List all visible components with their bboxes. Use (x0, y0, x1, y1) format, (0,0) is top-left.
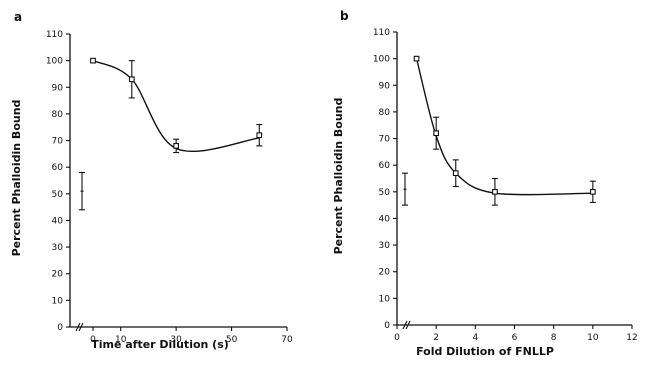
panel-a-x-tick-label: 50 (226, 335, 238, 345)
panel-a-curve (92, 59, 260, 153)
panel-a-y-tick-label: 70 (52, 137, 64, 147)
panel-a-y-tick-label: 10 (52, 296, 64, 306)
panel-b-x-tick-label: 12 (626, 333, 637, 343)
panel-a-label: a (14, 10, 22, 24)
panel-a-plot: 0 10 20 30 40 50 60 70 80 90 100 110 0 10 30 50 70 (46, 30, 293, 345)
panel-b-curve (415, 58, 593, 196)
panel-a-axis-break (78, 322, 84, 332)
panel-a-x-tick-label: 30 (170, 335, 182, 345)
panel-a-axis-break (75, 322, 81, 332)
panel-b-xlabel: Fold Dilution of FNLLP (416, 345, 554, 358)
panel-a-xlabel: Time after Dilution (s) (91, 338, 229, 351)
panel-b-data-point (433, 130, 440, 137)
panel-a-y-tick-label: 50 (52, 190, 64, 200)
panel-b-y-tick-label: 0 (384, 321, 390, 331)
panel-b-y-tick-label: 60 (379, 161, 391, 171)
panel-b-x-tick-label: 6 (512, 333, 518, 343)
panel-a-data-point (173, 143, 179, 149)
panel-b-y-tick-label: 50 (379, 188, 391, 198)
panel-b-x-tick-label: 4 (472, 333, 478, 343)
panel-b-x-tick-label: 2 (433, 333, 439, 343)
panel-b-data-point (589, 188, 596, 195)
panel-a-x-tick-label: 10 (115, 335, 127, 345)
panel-b-y-tick-label: 30 (379, 241, 391, 251)
panel-b-ylabel: Percent Phalloidin Bound (332, 98, 345, 255)
panel-b-label: b (340, 9, 349, 23)
panel-a-ylabel: Percent Phalloidin Bound (10, 100, 23, 257)
panel-b-y-tick-label: 100 (373, 55, 390, 65)
panel-b-y-tick-label: 80 (379, 108, 391, 118)
panel-a-y-tick-label: 0 (57, 323, 63, 333)
panel-b-y-tick-label: 110 (373, 28, 390, 38)
panel-b-data-point (413, 55, 420, 62)
panel-b-y-tick-label: 90 (379, 81, 391, 91)
panel-a-data-point (128, 76, 135, 83)
panel-a-y-tick-label: 100 (46, 57, 63, 67)
panel-a-x-tick-label: 70 (281, 335, 293, 345)
panel-b-axis-break (405, 320, 411, 330)
panel-a-x-tick-label: 0 (90, 335, 96, 345)
panel-a-y-tick-label: 60 (52, 163, 64, 173)
panel-b-x-tick-label: 8 (551, 333, 557, 343)
panel-b-y-tick-label: 70 (379, 135, 391, 145)
panel-b-x-tick-label: 0 (394, 333, 400, 343)
panel-a-y-tick-label: 20 (52, 270, 64, 280)
panel-a-y-tick-label: 80 (52, 110, 64, 120)
panel-a-y-tick-label: 90 (52, 83, 64, 93)
panel-a-y-tick-label: 40 (52, 216, 64, 226)
panel-a-data-point (90, 57, 96, 64)
panel-b-data-point (452, 170, 459, 177)
panel-a-y-tick-label: 30 (52, 243, 64, 253)
panel-a-data-point (256, 132, 263, 139)
panel-b-data-point (492, 188, 498, 195)
panel-b-axis-break (402, 320, 408, 330)
panel-b-y-tick-label: 40 (379, 214, 391, 224)
panel-b-plot: 0 10 20 30 40 50 60 70 80 90 100 110 0 2 4 6 8 10 12 (373, 28, 638, 343)
panel-b-y-tick-label: 20 (379, 268, 391, 278)
panel-b-y-tick-label: 10 (379, 294, 391, 304)
panel-a-y-tick-label: 110 (46, 30, 63, 40)
panel-b-x-tick-label: 10 (587, 333, 599, 343)
